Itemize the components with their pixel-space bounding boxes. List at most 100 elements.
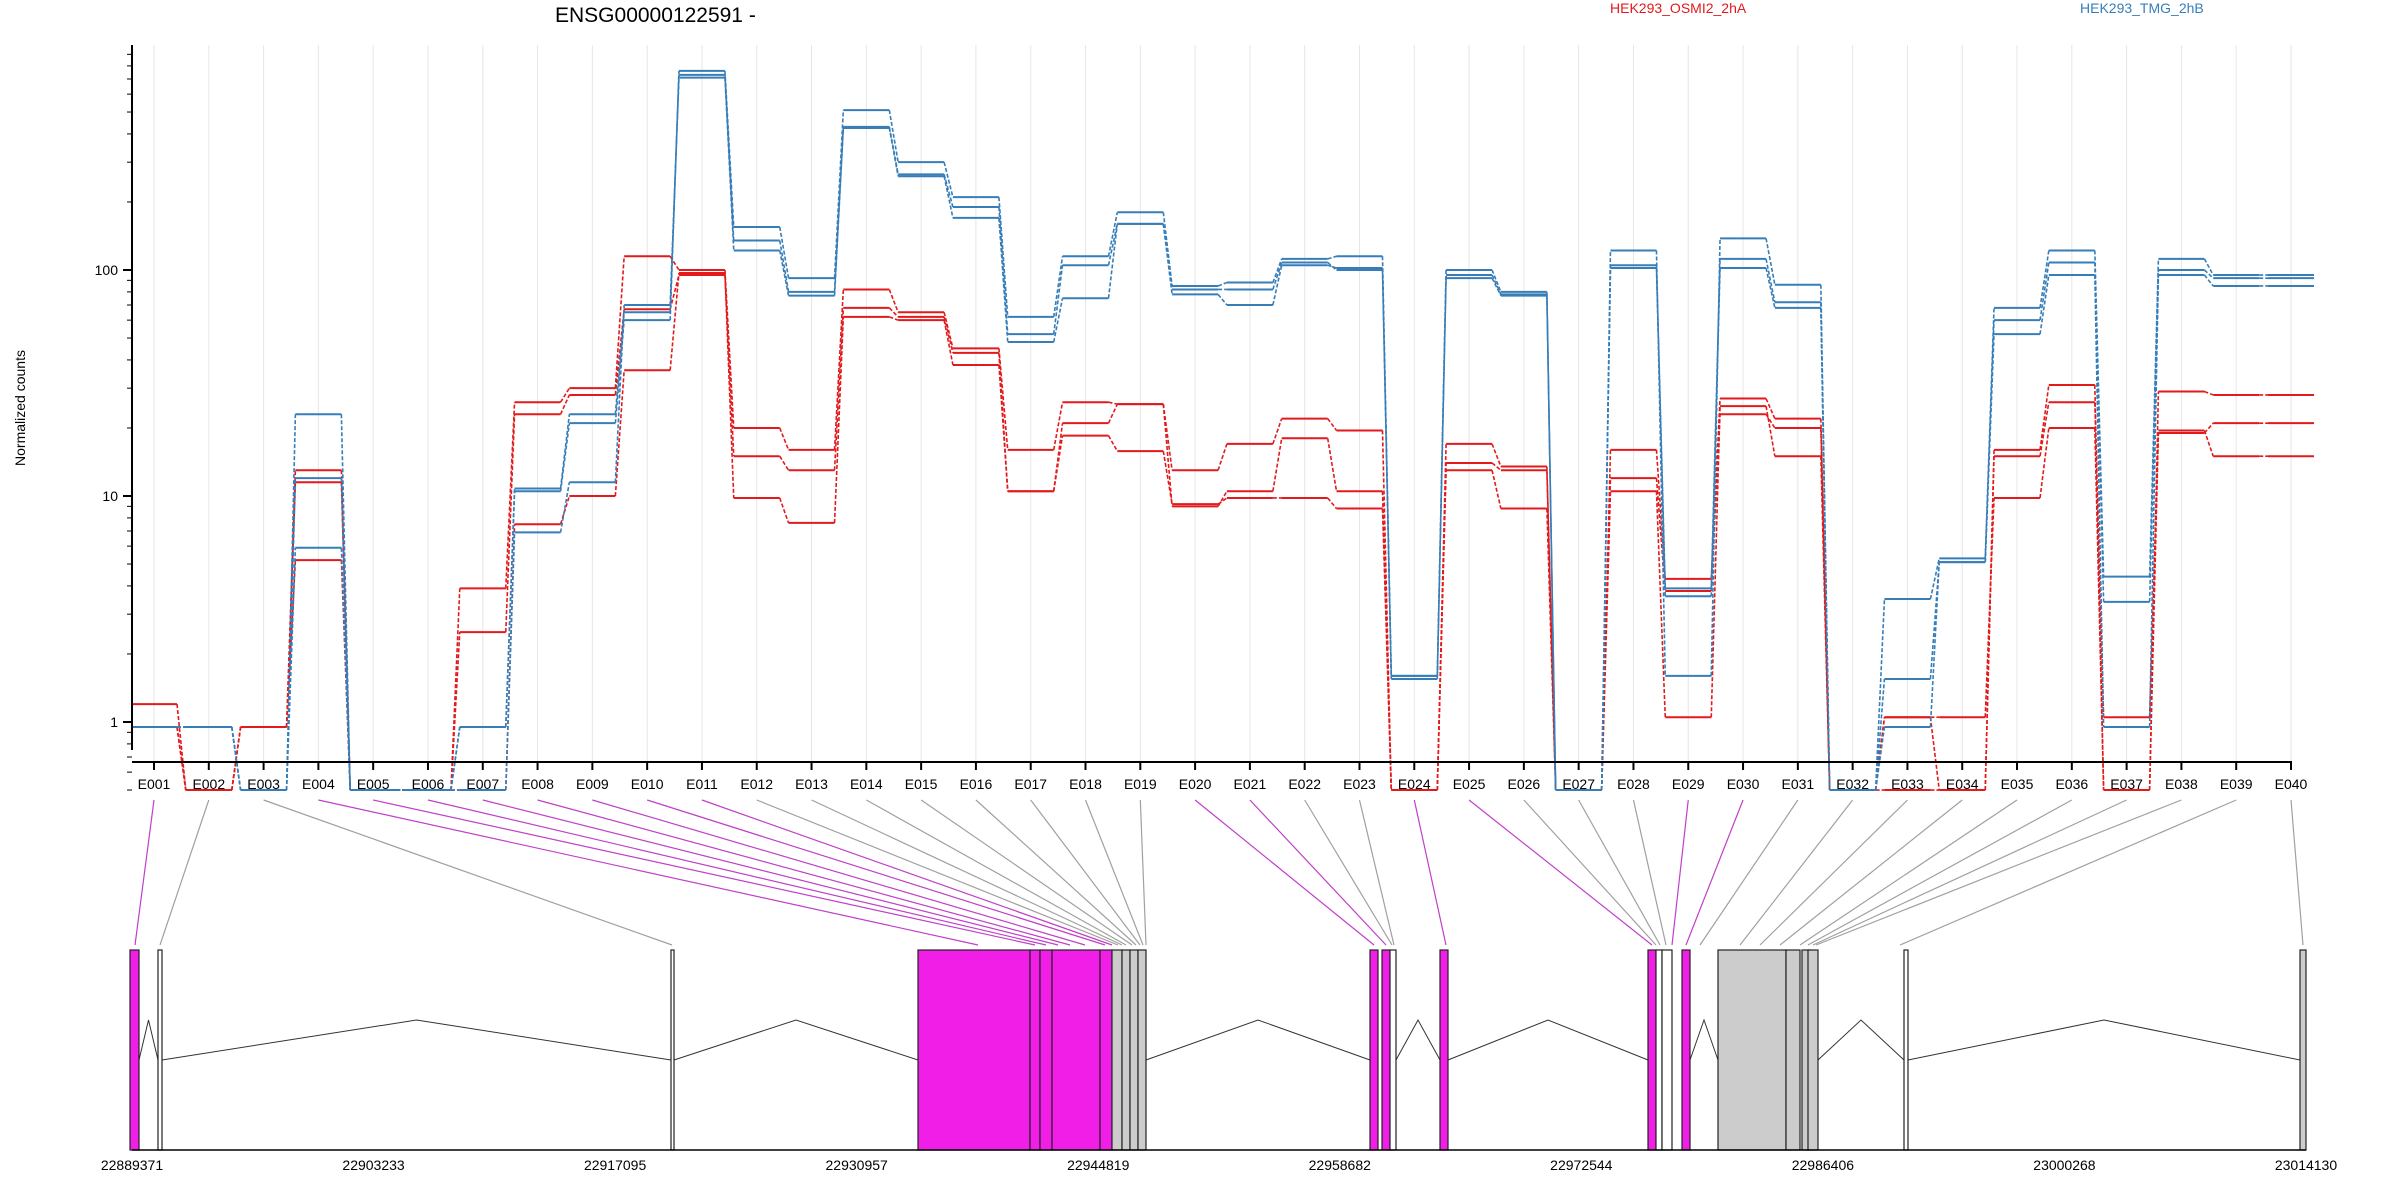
series-connector (1052, 298, 1064, 343)
series-connector (2039, 274, 2050, 335)
genome-tick-label: 22972544 (1550, 1157, 1613, 1173)
x-tick-label: E017 (1014, 776, 1047, 792)
x-tick-label: E015 (905, 776, 938, 792)
series-connector (998, 217, 1009, 343)
series-connector (2039, 427, 2050, 499)
series-connector (1655, 268, 1667, 597)
series-connector (1874, 726, 1886, 791)
series-connector (888, 127, 899, 177)
series-connector (1710, 406, 1721, 718)
genome-tick-label: 23014130 (2275, 1157, 2338, 1173)
exon-mapping-line (1799, 799, 2018, 946)
exon-mapping-line (811, 799, 1123, 946)
x-tick-label: E029 (1672, 776, 1705, 792)
legend-entry-osmi2: HEK293_OSMI2_2hA (1610, 0, 1747, 16)
exon-mapping-line (1632, 799, 1667, 946)
series-connector (1162, 404, 1173, 471)
exon-mapping-line (1779, 799, 1963, 946)
series-connector (2203, 422, 2214, 434)
x-tick-label: E010 (631, 776, 664, 792)
series-connector (833, 127, 845, 296)
series-connector (1820, 307, 1831, 791)
series-connector (504, 402, 516, 589)
series-connector (450, 726, 461, 791)
exon-mapping-line (537, 799, 1071, 946)
series-connector (1052, 423, 1064, 492)
exon-mapping-line (1030, 799, 1141, 946)
series-connector (2039, 262, 2050, 321)
exon-block (1051, 949, 1101, 1151)
exon-block (129, 949, 140, 1151)
series-connector (614, 304, 625, 483)
series-connector (724, 77, 735, 251)
series-connector (504, 488, 516, 728)
series-connector (1326, 438, 1338, 492)
series-connector (1108, 401, 1118, 405)
exon-mapping-layer (134, 799, 2304, 946)
x-tick-label: E020 (1179, 776, 1212, 792)
exon-block (1439, 949, 1449, 1151)
x-tick-label: E026 (1508, 776, 1541, 792)
series-connector (1874, 599, 1886, 791)
series-5 (131, 73, 2314, 792)
series-connector (2204, 390, 2214, 396)
intron (1907, 1019, 2301, 1061)
series-connector (559, 482, 571, 533)
series-connector (778, 226, 790, 279)
series-connector (833, 289, 845, 450)
series-connector (724, 272, 735, 499)
x-tick-label: E038 (2165, 776, 2198, 792)
series-connector (1327, 497, 1338, 510)
x-tick-label: E007 (466, 776, 499, 792)
series-connector (1272, 258, 1283, 283)
x-tick-label: E016 (960, 776, 993, 792)
series-connector (833, 110, 845, 279)
x-tick-label: E013 (795, 776, 828, 792)
intron (1395, 1018, 1441, 1061)
genome-tick-label: 23000268 (2033, 1157, 2096, 1173)
series-connector (1710, 268, 1721, 597)
exon-block (1785, 949, 1801, 1151)
series-connector (1436, 470, 1447, 791)
series-connector (285, 547, 297, 791)
series-connector (943, 319, 954, 366)
series-connector (889, 316, 899, 321)
x-tick-label: E022 (1288, 776, 1321, 792)
series-connector (1052, 435, 1064, 492)
series-connector (559, 423, 571, 492)
series-connector (2203, 430, 2214, 457)
series-connector (1491, 277, 1502, 297)
series-connector (998, 348, 1009, 450)
series-connector (2039, 250, 2050, 308)
exon-block (1647, 949, 1657, 1151)
x-tick-label: E001 (138, 776, 171, 792)
series-connector (1436, 278, 1447, 680)
series-connector (1984, 497, 1995, 718)
exon-mapping-line (2290, 799, 2304, 946)
series-connector (450, 632, 461, 791)
genome-tick-label: 22944819 (1067, 1157, 1130, 1173)
series-connector (2148, 269, 2160, 602)
x-tick-label: E025 (1453, 776, 1486, 792)
y-tick-label: 100 (95, 262, 119, 278)
series-connector (1381, 268, 1393, 680)
series-connector (559, 495, 571, 525)
series-connector (614, 370, 625, 497)
exon-block (1369, 949, 1379, 1151)
series-connector (176, 704, 187, 791)
series-connector (833, 316, 845, 523)
exon-mapping-line (1358, 799, 1395, 946)
x-tick-label: E006 (412, 776, 445, 792)
exon-block (1655, 949, 1663, 1151)
genome-tick-label: 22889371 (101, 1157, 164, 1173)
grid-layer (153, 45, 2292, 762)
exon-mapping-line (134, 799, 155, 946)
exon-mapping-line (920, 799, 1133, 946)
exon-mapping-line (1468, 799, 1653, 946)
genome-tick-label: 22986406 (1792, 1157, 1855, 1173)
x-tick-label: E008 (521, 776, 554, 792)
series-connector (2094, 427, 2105, 791)
series-connector (1984, 334, 1995, 563)
intron-lines (138, 1018, 2301, 1061)
series-connector (669, 77, 680, 306)
